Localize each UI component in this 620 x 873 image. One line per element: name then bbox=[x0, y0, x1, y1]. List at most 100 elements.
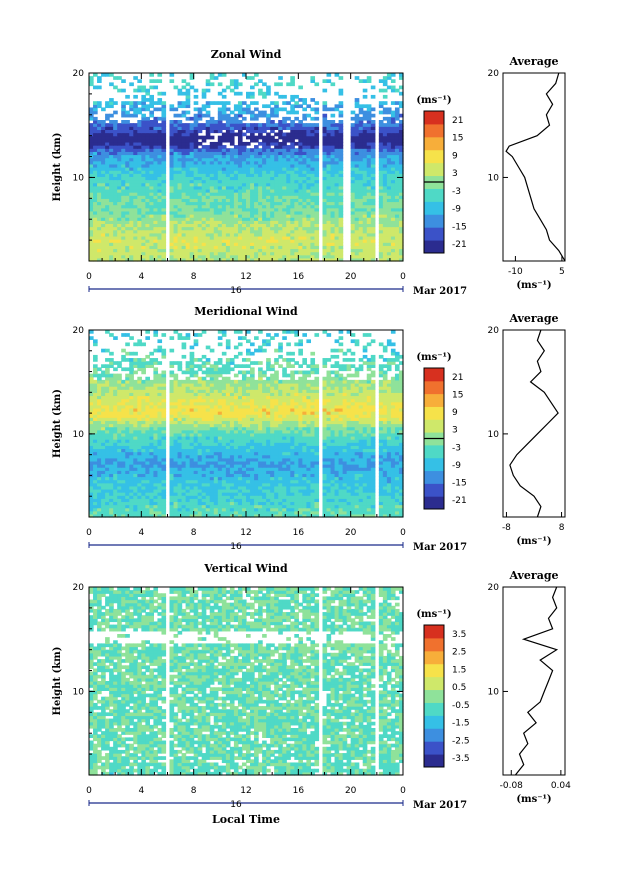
heatmap-cell bbox=[113, 138, 118, 143]
heatmap-cell bbox=[386, 107, 392, 112]
heatmap-cell bbox=[350, 151, 356, 156]
heatmap-cell bbox=[246, 188, 251, 193]
heatmap-cell bbox=[254, 485, 259, 490]
heatmap-cell bbox=[370, 226, 376, 231]
heatmap-cell bbox=[129, 467, 134, 471]
heatmap-cell bbox=[394, 210, 400, 215]
heatmap-cell bbox=[153, 479, 159, 484]
heatmap-cell bbox=[270, 223, 275, 228]
heatmap-cell bbox=[185, 220, 191, 224]
heatmap-cell bbox=[97, 195, 102, 199]
heatmap-cell bbox=[382, 223, 388, 228]
heatmap-cell bbox=[241, 73, 247, 77]
heatmap-cell bbox=[346, 498, 352, 503]
heatmap-cell bbox=[398, 482, 404, 487]
heatmap-cell bbox=[338, 501, 344, 506]
heatmap-cell bbox=[161, 145, 167, 149]
heatmap-cell bbox=[133, 170, 138, 174]
heatmap-cell bbox=[213, 495, 219, 499]
heatmap-cell bbox=[386, 157, 392, 162]
heatmap-cell bbox=[382, 510, 388, 515]
heatmap-cell bbox=[338, 192, 344, 196]
heatmap-cell bbox=[390, 232, 396, 237]
heatmap-cell bbox=[217, 176, 223, 181]
heatmap-cell bbox=[338, 163, 344, 168]
heatmap-cell bbox=[294, 188, 299, 193]
heatmap-cell bbox=[153, 245, 159, 250]
heatmap-cell bbox=[209, 214, 215, 218]
heatmap-cell bbox=[125, 248, 130, 253]
heatmap-cell bbox=[125, 126, 130, 130]
heatmap-cell bbox=[125, 467, 130, 471]
heatmap-cell bbox=[302, 476, 307, 481]
heatmap-cell bbox=[101, 248, 106, 253]
heatmap-cell bbox=[125, 473, 130, 478]
heatmap-cell bbox=[390, 501, 396, 506]
heatmap-cell bbox=[302, 185, 307, 190]
heatmap-cell bbox=[274, 498, 279, 503]
heatmap-cell bbox=[121, 154, 126, 159]
heatmap-cell bbox=[246, 110, 251, 115]
heatmap-cell bbox=[177, 195, 183, 199]
heatmap-cell bbox=[181, 201, 187, 206]
heatmap-cell bbox=[169, 192, 175, 196]
heatmap-cell bbox=[177, 91, 183, 96]
heatmap-cell bbox=[221, 135, 227, 140]
heatmap-cell bbox=[157, 485, 163, 490]
heatmap-cell bbox=[246, 257, 251, 262]
heatmap-cell bbox=[398, 220, 404, 224]
heatmap-cell bbox=[209, 76, 215, 80]
heatmap-cell bbox=[282, 251, 287, 256]
heatmap-cell bbox=[278, 482, 283, 487]
heatmap-cell bbox=[217, 120, 223, 124]
heatmap-cell bbox=[266, 182, 271, 187]
heatmap-cell bbox=[250, 160, 255, 165]
heatmap-cell bbox=[362, 163, 368, 168]
heatmap-cell bbox=[394, 129, 400, 134]
heatmap-cell bbox=[278, 498, 283, 503]
heatmap-cell bbox=[362, 138, 368, 143]
heatmap-cell bbox=[278, 154, 283, 159]
heatmap-cell bbox=[125, 495, 130, 499]
heatmap-cell bbox=[366, 223, 372, 228]
heatmap-cell bbox=[270, 510, 275, 515]
heatmap-cell bbox=[362, 167, 368, 171]
heatmap-cell bbox=[101, 157, 106, 162]
heatmap-cell bbox=[326, 123, 332, 127]
heatmap-cell bbox=[254, 163, 259, 168]
heatmap-cell bbox=[209, 154, 215, 159]
heatmap-cell bbox=[310, 464, 316, 468]
heatmap-cell bbox=[302, 157, 307, 162]
heatmap-cell bbox=[362, 501, 368, 506]
heatmap-cell bbox=[310, 132, 316, 137]
heatmap-cell bbox=[141, 223, 146, 228]
heatmap-cell bbox=[278, 223, 283, 228]
heatmap-cell bbox=[129, 113, 134, 118]
heatmap-cell bbox=[326, 120, 332, 124]
heatmap-cell bbox=[217, 492, 223, 496]
heatmap-cell bbox=[322, 198, 328, 203]
heatmap-cell bbox=[113, 479, 118, 484]
colorbar-swatch bbox=[424, 136, 444, 151]
heatmap-cell bbox=[394, 154, 400, 159]
heatmap-cell bbox=[201, 182, 207, 187]
heatmap-cell bbox=[310, 76, 316, 80]
heatmap-cell bbox=[338, 467, 344, 471]
heatmap-cell bbox=[310, 185, 316, 190]
heatmap-cell bbox=[294, 242, 299, 246]
heatmap-cell bbox=[121, 242, 126, 246]
heatmap-cell bbox=[101, 192, 106, 196]
heatmap-cell bbox=[229, 242, 235, 246]
heatmap-cell bbox=[237, 138, 243, 143]
heatmap-cell bbox=[266, 135, 271, 140]
heatmap-cell bbox=[366, 235, 372, 240]
heatmap-cell bbox=[370, 473, 376, 478]
heatmap-cell bbox=[229, 167, 235, 171]
heatmap-cell bbox=[177, 145, 183, 149]
heatmap-cell bbox=[89, 495, 94, 499]
heatmap-cell bbox=[274, 82, 279, 87]
heatmap-cell bbox=[390, 479, 396, 484]
heatmap-cell bbox=[398, 498, 404, 503]
heatmap-cell bbox=[89, 251, 94, 256]
heatmap-cell bbox=[241, 195, 247, 199]
